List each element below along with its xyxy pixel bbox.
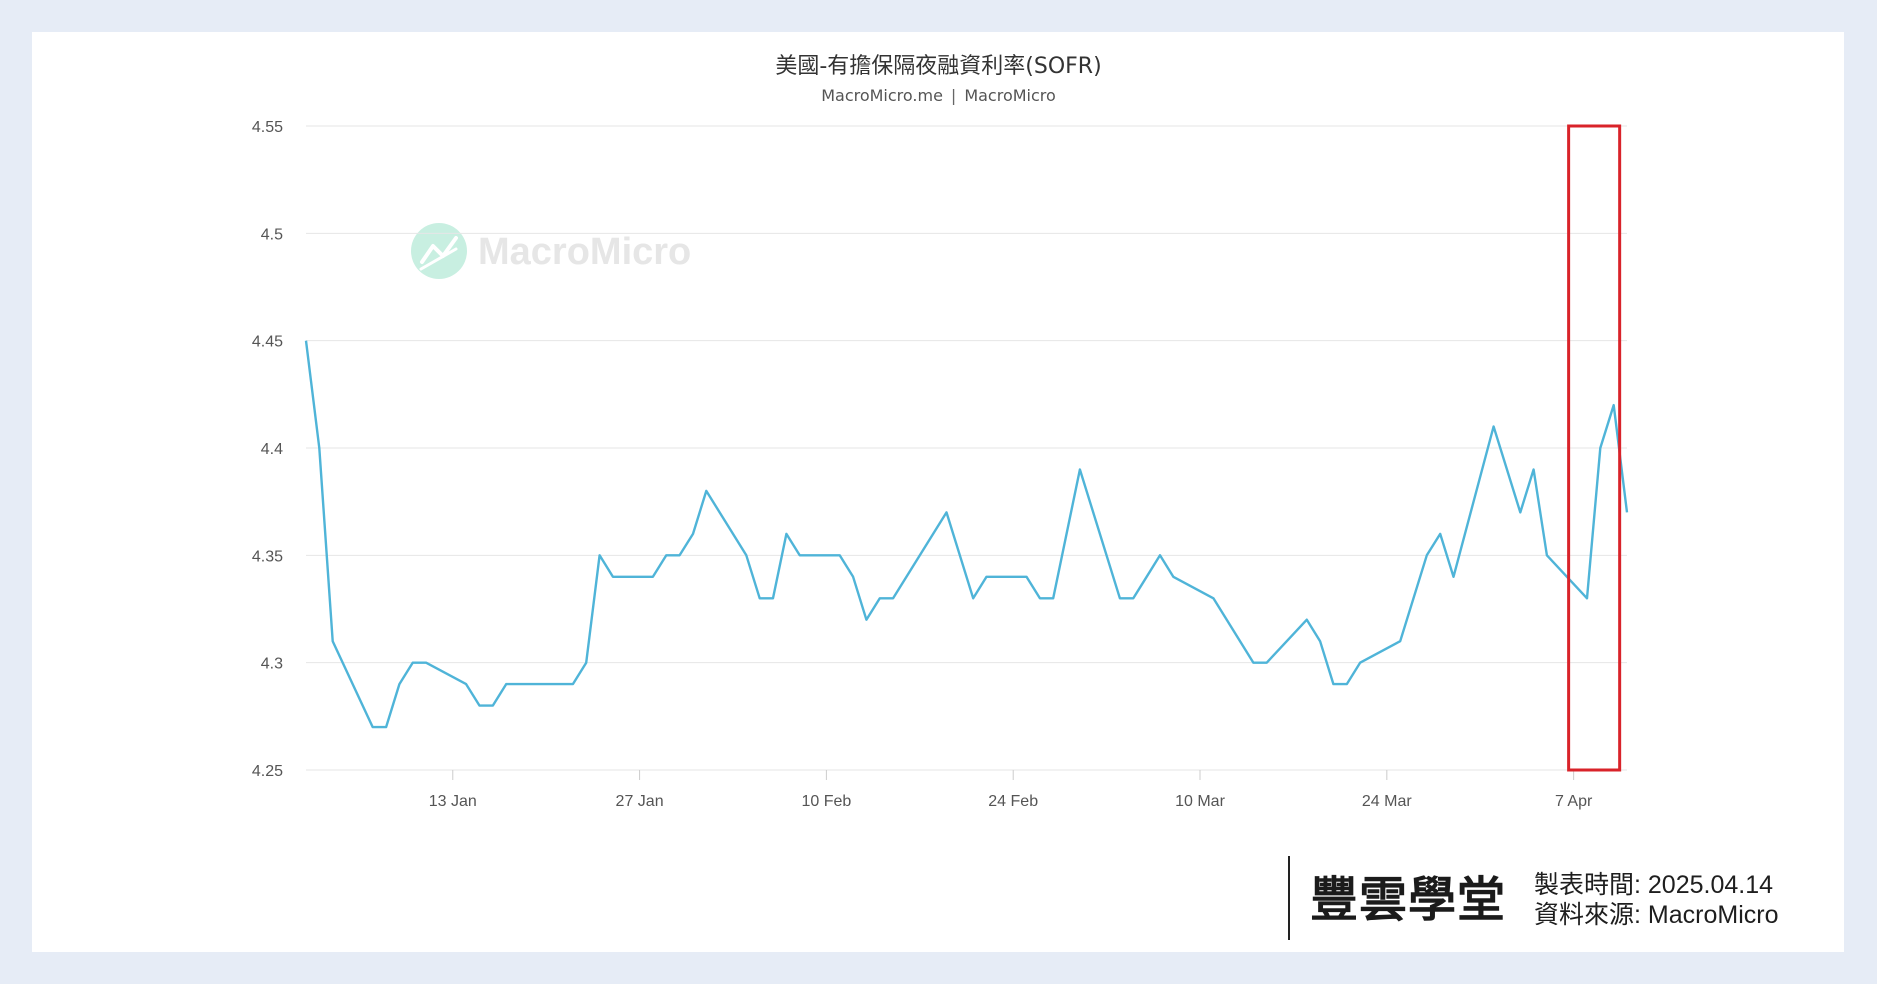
chart-title: 美國-有擔保隔夜融資利率(SOFR) (775, 54, 1102, 79)
series-line (304, 340, 1629, 729)
subtitle-source-left: MacroMicro.me (821, 86, 943, 105)
watermark-text: MacroMicro (478, 231, 691, 273)
brand-logo: 豐雲學堂 (1310, 872, 1507, 928)
source-row: 資料來源: MacroMicro (1534, 900, 1778, 930)
x-axis: 13 Jan 27 Jan 10 Feb 24 Feb 10 Mar 24 Mar 7 Ap… (429, 770, 1593, 810)
x-tick-label: 10 Feb (801, 793, 851, 810)
x-tick-label: 24 Mar (1362, 793, 1412, 810)
chart-subtitle: MacroMicro.me | MacroMicro (0, 86, 1877, 105)
brand-divider (1288, 856, 1290, 940)
x-tick-label: 10 Mar (1175, 793, 1225, 810)
chart-card (32, 32, 1844, 952)
y-tick-label: 4.55 (252, 119, 283, 136)
highlight-rect (1567, 124, 1622, 772)
chart-time-row: 製表時間: 2025.04.14 (1534, 870, 1778, 900)
x-tick-label: 27 Jan (616, 793, 664, 810)
chart-time-value: 2025.04.14 (1647, 871, 1774, 899)
macromicro-watermark: MacroMicro (411, 223, 691, 279)
chart-time-label: 製表時間: (1534, 871, 1641, 899)
chart-series (304, 340, 1629, 729)
subtitle-source-right: MacroMicro (964, 86, 1056, 105)
x-tick-label: 13 Jan (429, 793, 477, 810)
y-axis: 4.25 4.3 4.35 4.4 4.45 4.5 4.55 (252, 119, 283, 780)
x-tick-label: 7 Apr (1555, 793, 1593, 810)
chart-grid (306, 125, 1627, 771)
y-tick-label: 4.25 (252, 763, 283, 780)
highlight-box (1567, 124, 1622, 772)
source-value: MacroMicro (1647, 901, 1779, 929)
source-label: 資料來源: (1534, 901, 1641, 929)
y-tick-label: 4.35 (252, 548, 283, 565)
subtitle-separator: | (950, 86, 957, 105)
x-tick-label: 24 Feb (988, 793, 1038, 810)
y-tick-label: 4.3 (261, 656, 283, 673)
y-tick-label: 4.4 (261, 441, 283, 458)
brand-meta: 製表時間: 2025.04.14 資料來源: MacroMicro (1534, 870, 1778, 930)
y-tick-label: 4.45 (252, 334, 283, 351)
y-tick-label: 4.5 (261, 226, 283, 243)
